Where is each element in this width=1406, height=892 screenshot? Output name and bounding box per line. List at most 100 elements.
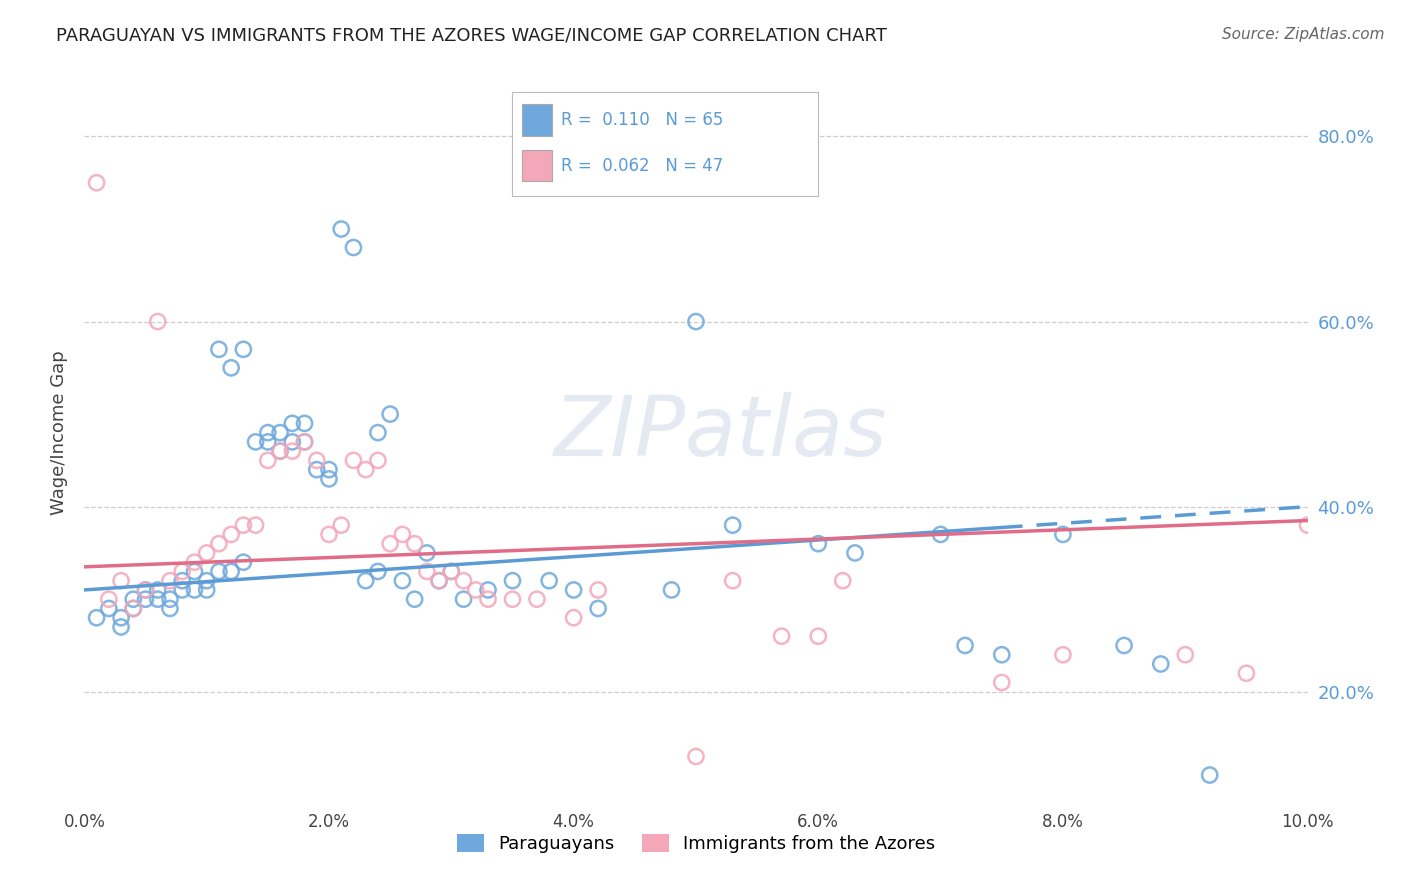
Point xyxy=(1174,648,1197,662)
Point xyxy=(391,574,413,588)
Point xyxy=(1052,648,1074,662)
Legend: Paraguayans, Immigrants from the Azores: Paraguayans, Immigrants from the Azores xyxy=(450,827,942,861)
Point xyxy=(135,582,157,597)
Point xyxy=(305,453,328,467)
Point xyxy=(86,610,108,624)
Point xyxy=(110,610,132,624)
Point xyxy=(122,601,145,615)
Point xyxy=(538,574,561,588)
Point xyxy=(721,574,744,588)
Point xyxy=(195,546,218,560)
Point xyxy=(122,592,145,607)
Point xyxy=(281,444,304,458)
Point xyxy=(159,601,181,615)
Point xyxy=(380,407,402,421)
Point xyxy=(404,536,426,550)
Point xyxy=(807,629,830,643)
Point xyxy=(232,518,254,533)
Point xyxy=(269,444,291,458)
Point xyxy=(257,453,280,467)
Y-axis label: Wage/Income Gap: Wage/Income Gap xyxy=(49,351,67,515)
Point xyxy=(416,565,439,579)
Point xyxy=(1198,768,1220,782)
Point xyxy=(208,565,231,579)
Point xyxy=(232,555,254,569)
Point xyxy=(146,592,169,607)
Point xyxy=(367,453,389,467)
Point xyxy=(219,527,242,541)
Point xyxy=(342,240,364,254)
Point xyxy=(269,444,291,458)
Point xyxy=(135,582,157,597)
Point xyxy=(208,343,231,357)
Point xyxy=(380,536,402,550)
Point xyxy=(367,425,389,440)
Point xyxy=(427,574,450,588)
Point xyxy=(721,518,744,533)
Point xyxy=(86,176,108,190)
Point xyxy=(453,574,475,588)
Point xyxy=(464,582,486,597)
Point xyxy=(159,574,181,588)
Point xyxy=(183,565,205,579)
Point xyxy=(330,518,353,533)
Point xyxy=(219,565,242,579)
Point xyxy=(807,536,830,550)
Point xyxy=(367,565,389,579)
Point xyxy=(305,462,328,476)
Text: Source: ZipAtlas.com: Source: ZipAtlas.com xyxy=(1222,27,1385,42)
Point xyxy=(661,582,683,597)
Point xyxy=(562,610,585,624)
Text: ZIPatlas: ZIPatlas xyxy=(554,392,887,473)
Point xyxy=(1296,518,1319,533)
Point xyxy=(172,574,194,588)
Point xyxy=(427,574,450,588)
Point xyxy=(1052,527,1074,541)
Point xyxy=(257,434,280,449)
Point xyxy=(1114,639,1136,653)
Point xyxy=(586,582,609,597)
Point xyxy=(477,592,499,607)
Point xyxy=(183,582,205,597)
Point xyxy=(245,518,267,533)
Point xyxy=(991,675,1014,690)
Point xyxy=(502,574,524,588)
Point xyxy=(416,546,439,560)
Point xyxy=(502,592,524,607)
Point xyxy=(110,574,132,588)
Point xyxy=(269,425,291,440)
Point xyxy=(281,417,304,431)
Text: PARAGUAYAN VS IMMIGRANTS FROM THE AZORES WAGE/INCOME GAP CORRELATION CHART: PARAGUAYAN VS IMMIGRANTS FROM THE AZORES… xyxy=(56,27,887,45)
Point xyxy=(122,601,145,615)
Point xyxy=(1236,666,1258,681)
Point xyxy=(562,582,585,597)
Point xyxy=(97,601,120,615)
Point xyxy=(440,565,463,579)
Point xyxy=(172,582,194,597)
Point xyxy=(146,582,169,597)
Point xyxy=(354,574,377,588)
Point xyxy=(110,620,132,634)
Point xyxy=(146,314,169,328)
Point xyxy=(831,574,853,588)
Point xyxy=(172,565,194,579)
Point xyxy=(440,565,463,579)
Point xyxy=(159,592,181,607)
Point xyxy=(453,592,475,607)
Point xyxy=(953,639,976,653)
Point xyxy=(318,472,340,486)
Point xyxy=(195,574,218,588)
Point xyxy=(342,453,364,467)
Point xyxy=(844,546,866,560)
Point xyxy=(318,527,340,541)
Point xyxy=(135,592,157,607)
Point xyxy=(208,536,231,550)
Point xyxy=(281,434,304,449)
Point xyxy=(685,749,707,764)
Point xyxy=(685,314,707,328)
Point xyxy=(183,555,205,569)
Point xyxy=(257,425,280,440)
Point xyxy=(526,592,548,607)
Point xyxy=(245,434,267,449)
Point xyxy=(318,462,340,476)
